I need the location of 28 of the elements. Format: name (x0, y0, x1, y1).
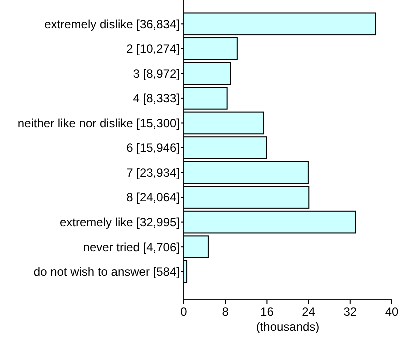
x-tick-label: 16 (260, 305, 274, 319)
bar (184, 38, 238, 60)
x-tick-label: 40 (385, 305, 399, 319)
y-tick-label: extremely dislike [36,834] (44, 17, 180, 32)
bar (184, 12, 376, 36)
x-axis-title: (thousands) (256, 320, 320, 334)
bar (184, 186, 310, 209)
y-tick-label: 7 [23,934] (126, 166, 180, 180)
bar (184, 210, 356, 234)
x-tick-label: 0 (180, 305, 188, 319)
x-tick-label: 24 (302, 305, 316, 319)
x-tick-label: 8 (222, 305, 230, 319)
bar (184, 136, 268, 160)
bar (184, 62, 232, 86)
y-tick-label: 4 [8,333] (133, 92, 180, 106)
y-tick-label: 2 [10,274] (126, 42, 180, 56)
bar (184, 161, 309, 184)
y-tick-label: never tried [4,706] (83, 240, 180, 254)
bar (184, 87, 228, 110)
bar (184, 236, 209, 258)
y-tick-label: extremely like [32,995] (60, 216, 180, 230)
y-tick-label: 8 [24,064] (126, 190, 180, 205)
y-tick-label: neither like nor dislike [15,300] (18, 116, 180, 130)
bar (184, 112, 264, 135)
y-tick-label: do not wish to answer [584] (34, 265, 180, 280)
y-tick-label: 3 [8,972] (133, 66, 180, 81)
y-tick-label: 6 [15,946] (126, 141, 180, 156)
x-tick-label: 32 (344, 305, 358, 319)
